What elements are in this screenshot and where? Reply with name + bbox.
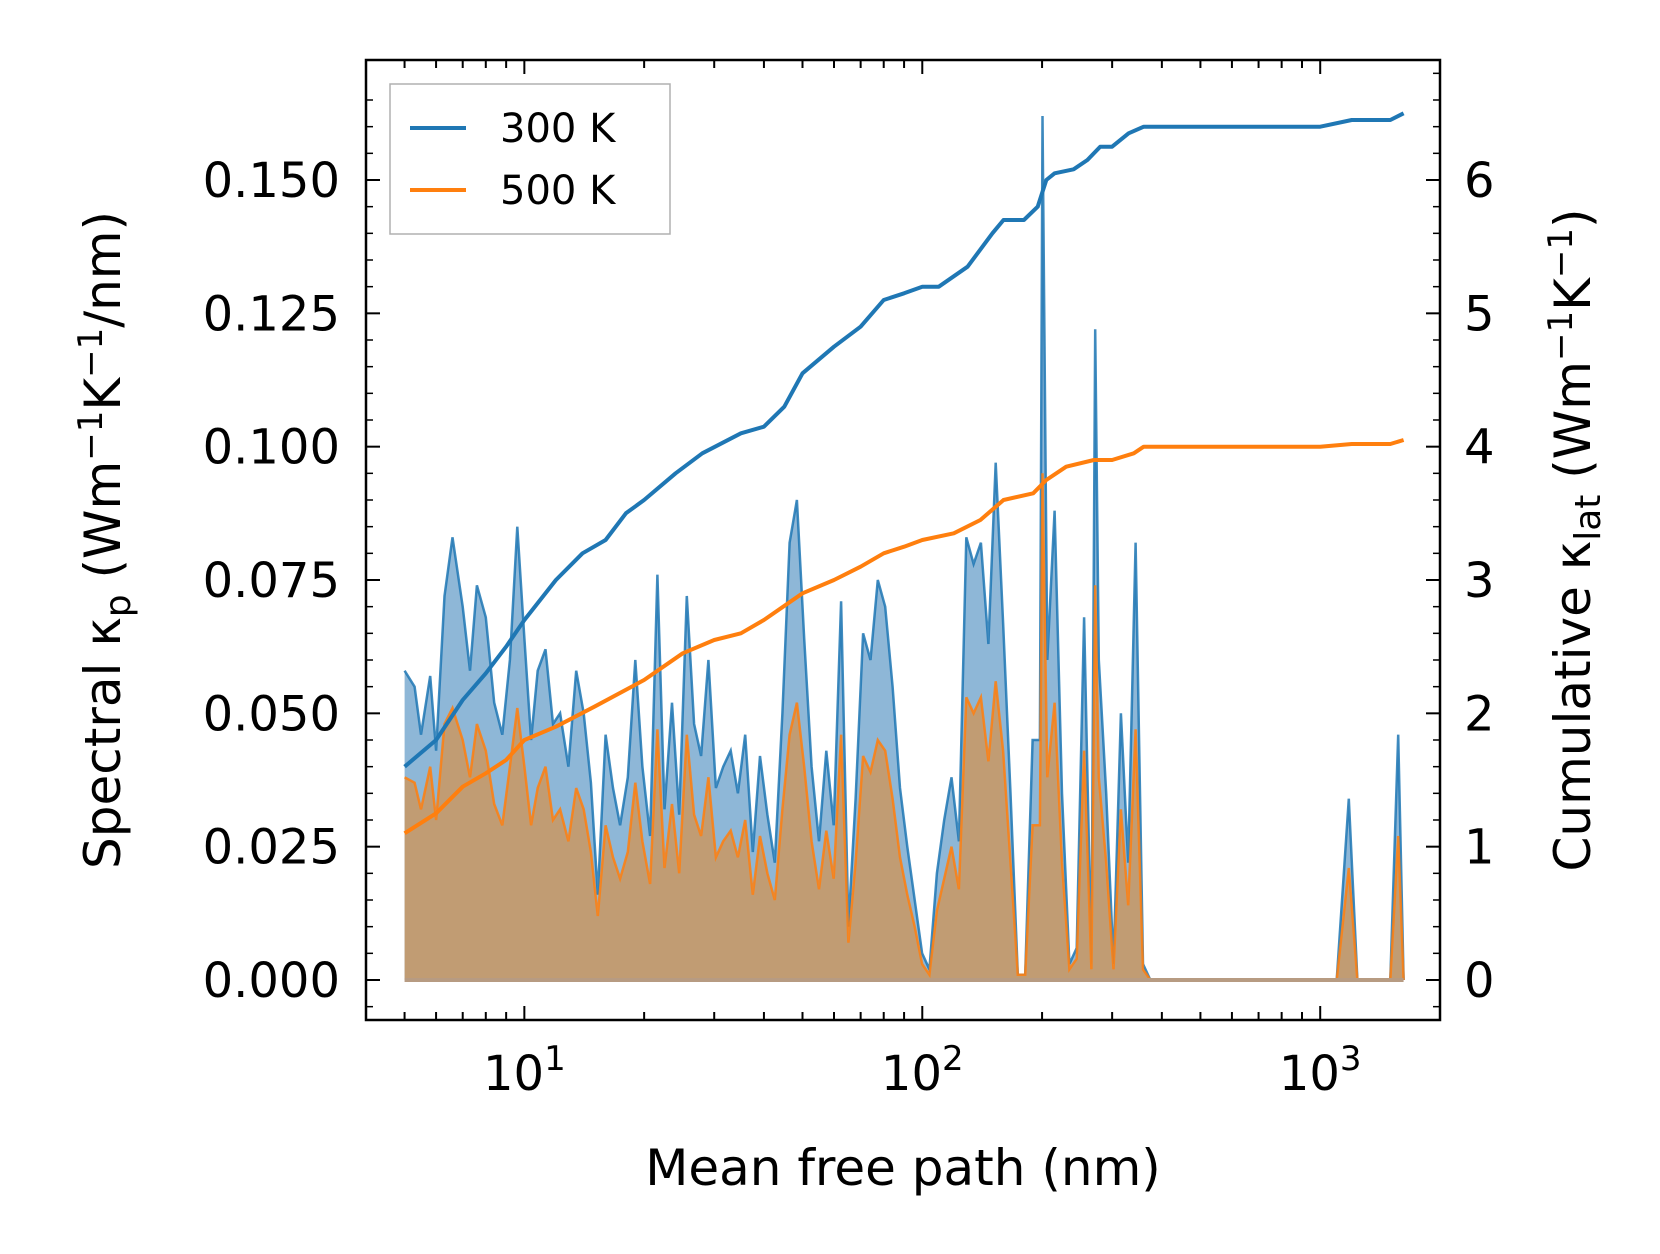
legend: 300 K 500 K <box>389 83 671 235</box>
x-tick-label: 103 <box>1279 1039 1362 1102</box>
cumulative-line-500k <box>403 438 1405 835</box>
y-right-tick-labels: 0 1 2 3 4 5 6 <box>1464 153 1495 1009</box>
y-left-tick-label: 0.150 <box>203 153 340 209</box>
minor-ticks <box>365 60 1441 1020</box>
x-axis-label: Mean free path (nm) <box>645 1139 1161 1197</box>
x-tick-labels: 101 102 103 <box>483 1039 1362 1102</box>
y-right-tick-label: 5 <box>1464 286 1495 342</box>
y-left-tick-label: 0.000 <box>203 953 340 1009</box>
plot-frame <box>364 58 1442 1022</box>
legend-label-300k: 300 K <box>500 106 617 152</box>
y-left-tick-labels: 0.000 0.025 0.050 0.075 0.100 0.125 0.150 <box>203 153 340 1009</box>
plot-area <box>403 111 1405 982</box>
legend-box <box>389 83 671 235</box>
y-right-tick-label: 4 <box>1464 420 1495 476</box>
y-right-axis-label: Cumulative κlat (Wm−1K−1) <box>1541 208 1609 871</box>
y-left-axis-label: Spectral κp (Wm−1K−1/nm) <box>71 211 139 869</box>
major-ticks <box>366 60 1440 1020</box>
y-left-tick-label: 0.050 <box>203 686 340 742</box>
y-left-tick-label: 0.125 <box>203 286 340 342</box>
y-left-tick-label: 0.075 <box>203 553 340 609</box>
y-right-tick-label: 1 <box>1464 820 1495 876</box>
spectral-area-300k <box>404 116 1404 980</box>
spectral-area-500k <box>404 473 1404 980</box>
y-right-tick-label: 3 <box>1464 553 1495 609</box>
y-right-tick-label: 6 <box>1464 153 1495 209</box>
spectral-line-500k <box>404 473 1405 982</box>
y-right-tick-label: 0 <box>1464 953 1495 1009</box>
legend-label-500k: 500 K <box>500 168 617 214</box>
y-right-tick-label: 2 <box>1464 686 1495 742</box>
y-left-tick-label: 0.025 <box>203 820 340 876</box>
x-tick-label: 102 <box>881 1039 964 1102</box>
y-left-tick-label: 0.100 <box>203 420 340 476</box>
x-tick-label: 101 <box>483 1039 566 1102</box>
cumulative-line-300k <box>403 111 1405 769</box>
